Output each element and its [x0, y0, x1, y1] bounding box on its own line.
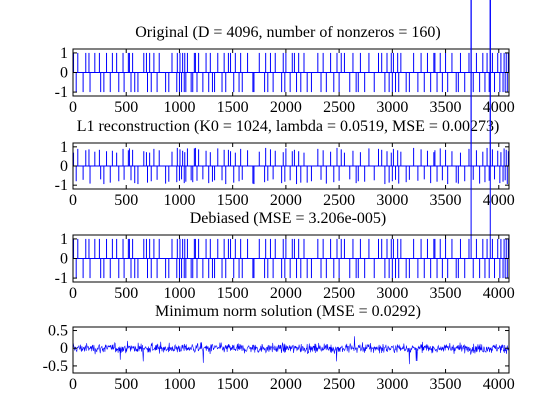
x-tick-label: 3000: [376, 99, 408, 116]
x-tick-label: 3500: [430, 192, 462, 209]
x-tick-label: 2500: [323, 192, 355, 209]
x-tick-label: 1000: [163, 285, 195, 302]
y-tick-label: 1: [60, 231, 68, 248]
x-tick-label: 4000: [483, 192, 515, 209]
x-tick-label: 3000: [376, 376, 408, 393]
axes-box: [72, 326, 510, 374]
y-tick-label: -1: [55, 84, 68, 101]
x-tick-label: 4000: [483, 99, 515, 116]
y-tick-label: 1: [60, 45, 68, 62]
x-tick-label: 500: [114, 376, 138, 393]
x-tick-label: 2000: [270, 285, 302, 302]
y-tick-label: 0: [60, 251, 68, 268]
subplot-title: L1 reconstruction (K0 = 1024, lambda = 0…: [77, 118, 500, 135]
x-tick-label: 1500: [217, 376, 249, 393]
x-tick-label: 3500: [430, 285, 462, 302]
y-tick-label: -1: [55, 270, 68, 287]
x-tick-label: 500: [114, 192, 138, 209]
x-tick-label: 1500: [217, 99, 249, 116]
x-tick-label: 4000: [483, 285, 515, 302]
x-tick-label: 0: [69, 285, 77, 302]
x-tick-label: 2000: [270, 376, 302, 393]
x-tick-label: 3000: [376, 192, 408, 209]
x-tick-label: 3000: [376, 285, 408, 302]
subplot-title: Minimum norm solution (MSE = 0.0292): [155, 303, 421, 320]
y-tick-label: 0.5: [48, 323, 68, 340]
subplot-l1-reconstruction: L1 reconstruction (K0 = 1024, lambda = 0…: [55, 0, 515, 209]
x-tick-label: 500: [114, 99, 138, 116]
y-tick-label: 1: [60, 139, 68, 156]
x-tick-label: 2500: [323, 376, 355, 393]
y-tick-label: 0: [60, 65, 68, 82]
x-tick-label: 2000: [270, 99, 302, 116]
x-tick-label: 2500: [323, 285, 355, 302]
y-tick-label: -0.5: [43, 358, 68, 375]
noise-trace: [72, 336, 509, 365]
x-tick-label: 0: [69, 376, 77, 393]
x-tick-label: 4000: [483, 376, 515, 393]
x-tick-label: 0: [69, 99, 77, 116]
x-tick-label: 0: [69, 192, 77, 209]
y-tick-label: 0: [60, 158, 68, 175]
x-tick-label: 3500: [430, 376, 462, 393]
x-tick-label: 500: [114, 285, 138, 302]
subplot-title: Debiased (MSE = 3.206e-005): [190, 210, 387, 227]
x-tick-label: 1000: [163, 99, 195, 116]
subplot-title: Original (D = 4096, number of nonzeros =…: [135, 24, 441, 41]
x-tick-label: 1500: [217, 192, 249, 209]
y-tick-label: -1: [55, 177, 68, 194]
x-tick-label: 3500: [430, 99, 462, 116]
subplot-original: Original (D = 4096, number of nonzeros =…: [55, 0, 515, 116]
subplot-debiased: Debiased (MSE = 3.206e-005) 0 500 1000 1500…: [55, 0, 515, 302]
x-tick-label: 2000: [270, 192, 302, 209]
subplot-minimum-norm: Minimum norm solution (MSE = 0.0292) 0 50…: [43, 303, 515, 393]
x-tick-label: 1000: [163, 192, 195, 209]
y-tick-label: 0: [60, 340, 68, 357]
x-tick-label: 1500: [217, 285, 249, 302]
x-tick-label: 1000: [163, 376, 195, 393]
x-tick-label: 2500: [323, 99, 355, 116]
